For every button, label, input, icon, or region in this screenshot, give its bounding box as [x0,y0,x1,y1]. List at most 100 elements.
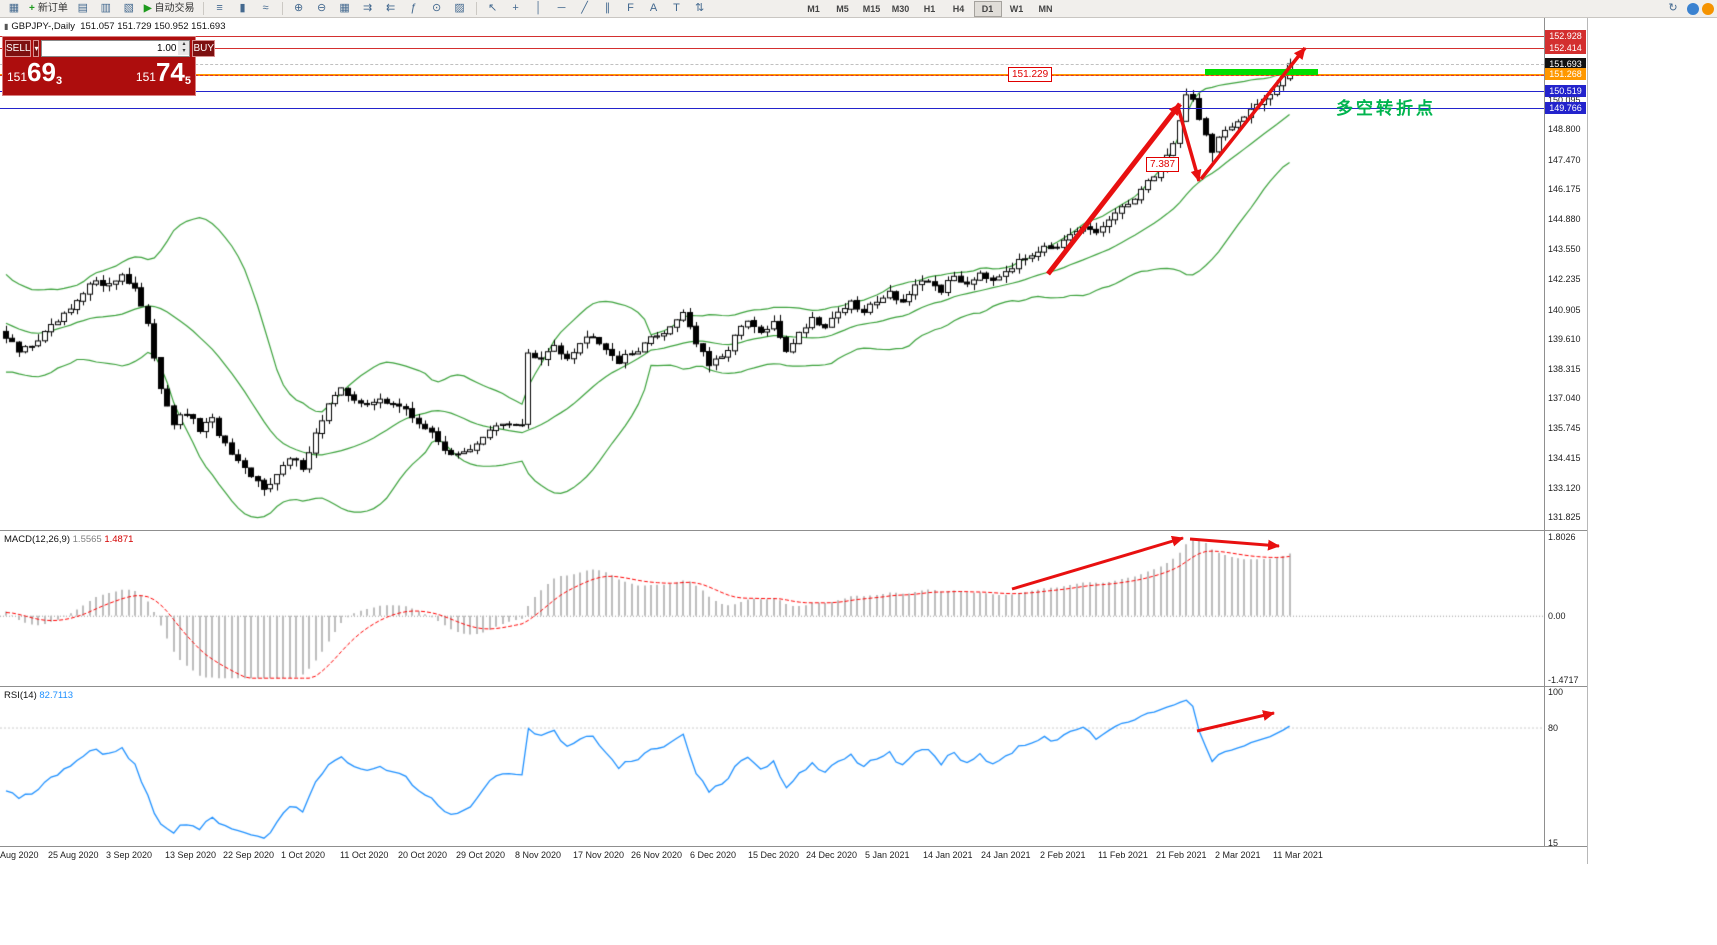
toolbar-separator [475,2,477,15]
buy-price-pips: 74 [155,57,185,87]
plus-icon: + [29,3,35,14]
price-grid-label: 147.470 [1548,155,1581,165]
arrow-tools-icon[interactable]: ⇅ [694,2,705,14]
symbol-period-label: GBPJPY-,Daily [11,21,75,32]
horizontal-level-line [0,75,1544,76]
price-grid-label: 140.905 [1548,305,1581,315]
community-icon[interactable] [1687,2,1699,15]
order-type-dropdown[interactable]: ▾ [33,39,40,57]
panel-divider[interactable] [0,686,1587,687]
price-grid-label: 139.610 [1548,334,1581,344]
price-chart-canvas[interactable] [0,18,1544,530]
search-icon[interactable] [1702,2,1714,15]
channel-icon[interactable]: ∥ [604,2,611,14]
time-axis-label: 11 Oct 2020 [340,850,389,860]
timeframe-button-m15[interactable]: M15 [862,3,881,14]
periods-icon[interactable]: ⊙ [431,2,442,14]
macd-value-2: 1.4871 [104,534,134,545]
chart-shift-icon[interactable]: ⇇ [385,2,396,14]
time-axis-label: 24 Jan 2021 [981,850,1031,860]
autotrading-button[interactable]: ▶ 自动交易 [141,0,198,17]
volume-down-button[interactable]: ▾ [182,48,186,54]
timeframe-button-h4[interactable]: H4 [952,3,965,14]
text-tool-icon[interactable]: A [649,2,658,14]
sell-button[interactable]: SELL [5,39,32,57]
panel-divider[interactable] [0,530,1587,531]
timeframe-button-m1[interactable]: M1 [807,3,820,14]
line-chart-icon[interactable]: ≈ [262,2,269,14]
time-axis-label: 6 Dec 2020 [690,850,737,860]
timeframe-button-h1[interactable]: H1 [923,3,936,14]
label-tool-icon[interactable]: T [673,2,680,14]
macd-value-1: 1.5565 [72,534,102,545]
volume-up-button[interactable]: ▴ [182,41,186,47]
price-grid-label: 150.095 [1548,95,1581,105]
buy-price: 151 74 5 [136,57,191,87]
timeframe-button-d1[interactable]: D1 [973,0,1002,17]
macd-indicator-canvas[interactable] [0,531,1544,686]
time-axis-label: 2 Mar 2021 [1215,850,1261,860]
trendline-icon[interactable]: ╱ [581,2,588,14]
sell-price-point: 3 [55,75,63,87]
rsi-name: RSI(14) [4,690,37,701]
fibonacci-icon[interactable]: F [627,2,634,14]
autoscroll-icon[interactable]: ⇉ [362,2,373,14]
bar-chart-icon[interactable]: ≡ [216,2,223,14]
horizontal-line-icon[interactable]: ─ [557,2,566,14]
price-grid-label: 142.235 [1548,274,1581,284]
price-annotation-label: 151.229 [1008,67,1053,82]
rsi-label: RSI(14) 82.7113 [4,690,73,701]
volume-input[interactable] [42,41,179,55]
price-grid-label: 137.040 [1548,393,1581,403]
time-axis-label: 8 Nov 2020 [515,850,562,860]
buy-price-point: 5 [184,75,191,87]
candlestick-chart-icon[interactable]: ▮ [239,2,246,14]
price-tag: 152.414 [1545,42,1586,54]
time-axis[interactable]: 16 Aug 2020 25 Aug 2020 3 Sep 2020 13 Sep 2… [0,846,1587,864]
price-tag: 152.928 [1545,30,1586,42]
price-grid-label: 148.800 [1548,124,1581,134]
rsi-indicator-canvas[interactable] [0,687,1544,846]
rsi-axis-label: 15 [1548,838,1559,848]
time-axis-label: 11 Mar 2021 [1273,850,1323,860]
cursor-icon[interactable]: ↖ [487,2,498,14]
time-axis-label: 5 Jan 2021 [865,850,910,860]
new-order-button[interactable]: + 新订单 [26,0,71,17]
profiles-icon[interactable]: ▤ [77,2,89,14]
templates-icon[interactable]: ▨ [454,2,465,14]
autotrading-label: 自动交易 [154,3,195,14]
time-axis-label: 22 Sep 2020 [223,850,275,860]
zoom-out-icon[interactable]: ⊖ [316,2,327,14]
time-axis-label: 1 Oct 2020 [281,850,326,860]
timeframe-button-m30[interactable]: M30 [891,3,910,14]
refresh-icon[interactable]: ↻ [1668,2,1678,14]
buy-price-base: 151 [135,70,156,84]
price-grid-label: 131.825 [1548,512,1581,522]
main-toolbar: ▦ + 新订单 ▤ ▥ ▧ ▶ 自动交易 ≡ ▮ ≈ ⊕ ⊖ ▦ ⇉ ⇇ ƒ ⊙… [0,0,1717,18]
sell-price-base: 151 [7,70,28,84]
vertical-line-icon[interactable]: │ [535,2,542,14]
time-axis-label: 2 Feb 2021 [1040,850,1086,860]
timeframe-button-m5[interactable]: M5 [836,3,849,14]
price-grid-label: 133.120 [1548,483,1581,493]
navigator-icon[interactable]: ▧ [123,2,135,14]
rsi-value: 82.7113 [39,690,74,701]
chart-window-icon[interactable]: ▦ [8,2,20,14]
market-watch-icon[interactable]: ▥ [100,2,112,14]
zoom-in-icon[interactable]: ⊕ [293,2,304,14]
time-axis-label: 20 Oct 2020 [398,850,448,860]
indicators-icon[interactable]: ƒ [410,2,417,14]
horizontal-level-line [0,91,1544,92]
chart-title: ▮ GBPJPY-,Daily 151.057 151.729 150.952 1… [4,21,226,32]
horizontal-level-line [0,36,1544,37]
crosshair-icon[interactable]: + [512,2,519,14]
tile-windows-icon[interactable]: ▦ [339,2,350,14]
buy-button[interactable]: BUY [192,39,216,57]
sell-price-pips: 69 [27,57,56,87]
timeframe-button-mn[interactable]: MN [1038,3,1053,14]
chart-window: 16 Aug 2020 25 Aug 2020 3 Sep 2020 13 Sep 2… [0,18,1588,864]
macd-axis-label: 1.8026 [1548,532,1576,542]
timeframe-button-w1[interactable]: W1 [1009,3,1024,14]
time-axis-label: 15 Dec 2020 [748,850,800,860]
